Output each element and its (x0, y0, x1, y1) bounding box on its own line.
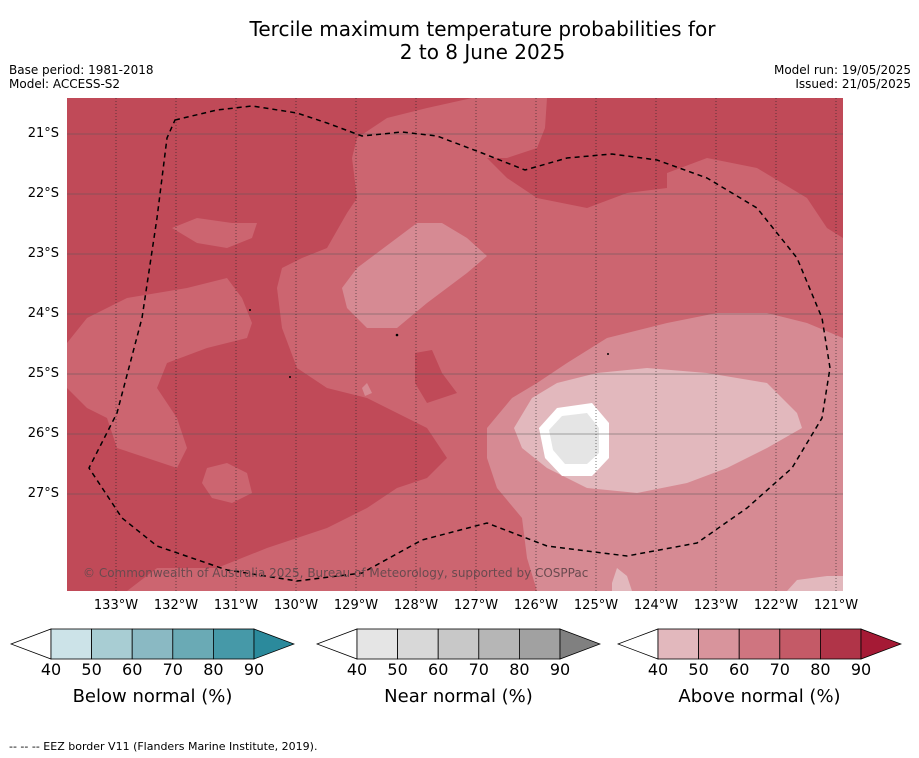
longitude-label: 121°W (813, 598, 859, 613)
longitude-gridlines (115, 98, 837, 591)
latitude-label: 21°S (27, 126, 59, 141)
colorbar-1 (316, 628, 601, 660)
latitude-label: 25°S (27, 366, 59, 381)
title-line-1: Tercile maximum temperature probabilitie… (249, 17, 716, 41)
region-above-70-80-patch (172, 218, 257, 248)
colorbar-tick-label: 90 (243, 660, 265, 679)
copyright-notice: © Commonwealth of Australia 2025, Bureau… (83, 566, 589, 580)
colorbar-segment (518, 628, 561, 660)
colorbar-segment (657, 628, 699, 660)
colorbar-segment (819, 628, 862, 660)
colorbar-over-triangle (253, 628, 295, 660)
region-above-80-90-patch (415, 350, 457, 403)
colorbar-tick-label: 40 (346, 660, 368, 679)
probability-map: © Commonwealth of Australia 2025, Bureau… (67, 98, 843, 591)
meta-left: Base period: 1981-2018 Model: ACCESS-S2 (9, 63, 154, 91)
colorbar-tick-label: 50 (81, 660, 102, 679)
latitude-gridlines (67, 133, 843, 495)
map-title: Tercile maximum temperature probabilitie… (0, 18, 919, 64)
region-above-70-80-sw (202, 463, 252, 503)
longitude-label: 133°W (93, 598, 139, 613)
map-canvas (67, 98, 843, 591)
longitude-label: 125°W (573, 598, 619, 613)
model-run: Model run: 19/05/2025 (773, 63, 911, 77)
colorbar-tick-label: 50 (688, 660, 709, 679)
colorbar-tick-label: 70 (162, 660, 183, 679)
longitude-label: 124°W (633, 598, 679, 613)
colorbar-over-triangle (559, 628, 601, 660)
colorbar-tick-label: 80 (509, 660, 530, 679)
eez-border (88, 105, 831, 582)
colorbar-tick-label: 90 (549, 660, 571, 679)
colorbar-under-triangle (316, 628, 358, 660)
island-markers (249, 309, 609, 378)
longitude-label: 131°W (213, 598, 259, 613)
colorbar-0 (10, 628, 295, 660)
colorbar-label: Below normal (%) (72, 686, 233, 707)
colorbar-tick-label: 80 (203, 660, 224, 679)
colorbar-tick-label: 60 (122, 660, 143, 679)
colorbar-segment (50, 628, 92, 660)
colorbar-tick-label: 40 (647, 660, 669, 679)
longitude-label: 129°W (333, 598, 379, 613)
colorbar-label: Near normal (%) (384, 686, 533, 707)
latitude-label: 24°S (27, 306, 59, 321)
longitude-label: 123°W (693, 598, 739, 613)
colorbar-segment (478, 628, 520, 660)
colorbar-tick-label: 60 (729, 660, 750, 679)
colorbar-tick-label: 50 (387, 660, 408, 679)
model-name: Model: ACCESS-S2 (9, 77, 121, 91)
region-above-60-70 (342, 223, 487, 328)
region-near-40-50 (549, 413, 599, 464)
colorbar-segment (397, 628, 439, 660)
colorbar-label: Above normal (%) (678, 686, 841, 707)
colorbar-segment (91, 628, 133, 660)
longitude-label: 127°W (453, 598, 499, 613)
colorbar-tick-label: 80 (810, 660, 831, 679)
longitude-label: 126°W (513, 598, 559, 613)
latitude-label: 27°S (27, 486, 59, 501)
title-line-2: 2 to 8 June 2025 (399, 40, 566, 64)
region-above-50-60-corner (787, 576, 843, 591)
issued-date: Issued: 21/05/2025 (795, 77, 911, 91)
colorbar-tick-label: 90 (850, 660, 872, 679)
colorbar-under-triangle (617, 628, 659, 660)
latitude-label: 23°S (27, 246, 59, 261)
colorbar-segment (698, 628, 740, 660)
colorbar-segment (212, 628, 255, 660)
colorbar-under-triangle (10, 628, 52, 660)
base-period: Base period: 1981-2018 (9, 63, 154, 77)
colorbar-tick-label: 70 (468, 660, 489, 679)
colorbar-segment (437, 628, 480, 660)
longitude-label: 132°W (153, 598, 199, 613)
colorbar-tick-label: 60 (428, 660, 449, 679)
eez-border-note: -- -- -- EEZ border V11 (Flanders Marine… (9, 740, 318, 753)
colorbar-tick-label: 40 (40, 660, 62, 679)
colorbar-segment (738, 628, 781, 660)
colorbar-segment (131, 628, 174, 660)
latitude-label: 26°S (27, 426, 59, 441)
colorbar-segment (779, 628, 821, 660)
longitude-label: 122°W (753, 598, 799, 613)
meta-right: Model run: 19/05/2025 Issued: 21/05/2025 (774, 63, 911, 91)
latitude-label: 22°S (27, 186, 59, 201)
longitude-label: 130°W (273, 598, 319, 613)
colorbar-segment (172, 628, 214, 660)
colorbar-tick-label: 70 (769, 660, 790, 679)
region-above-50-60-south (612, 568, 632, 591)
colorbar-segment (356, 628, 398, 660)
colorbar-2 (617, 628, 902, 660)
colorbar-over-triangle (860, 628, 902, 660)
longitude-label: 128°W (393, 598, 439, 613)
region-above-60-70-dot (362, 383, 372, 396)
